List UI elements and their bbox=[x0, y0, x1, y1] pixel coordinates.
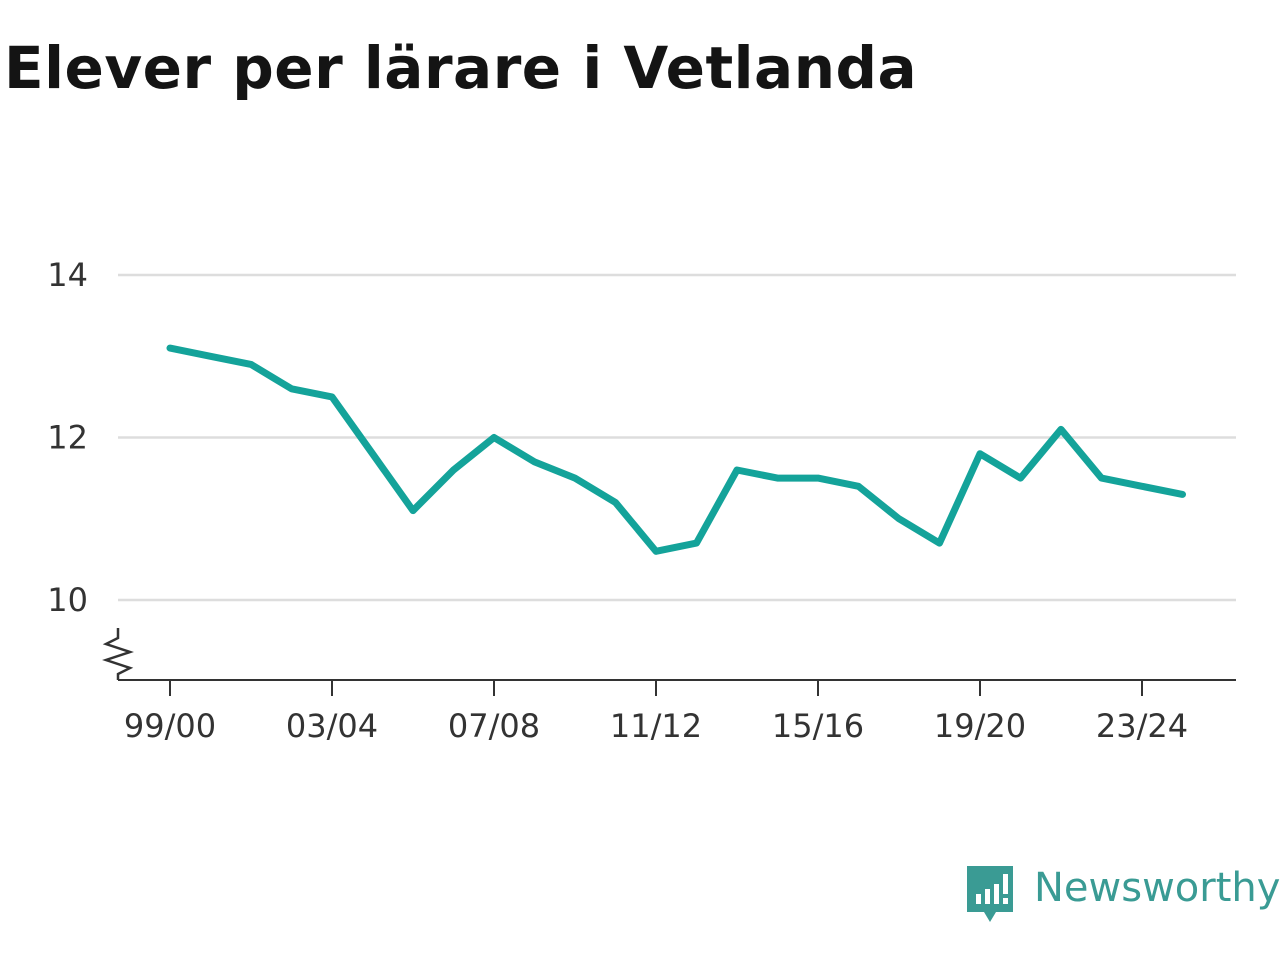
x-axis-ticks: 99/00 03/04 07/08 11/12 15/16 19/20 23/24 bbox=[124, 680, 1188, 745]
axes bbox=[102, 628, 1236, 681]
brand: Newsworthy bbox=[964, 864, 1280, 926]
y-axis-break-icon bbox=[102, 628, 134, 680]
newsworthy-logo-icon bbox=[967, 866, 1013, 922]
x-tick-label: 07/08 bbox=[448, 707, 540, 745]
x-tick-label: 11/12 bbox=[610, 707, 702, 745]
x-tick-label: 99/00 bbox=[124, 707, 216, 745]
brand-name: Newsworthy bbox=[1034, 865, 1280, 911]
x-tick-label: 19/20 bbox=[934, 707, 1026, 745]
series-line bbox=[166, 344, 1186, 555]
x-tick-label: 23/24 bbox=[1096, 707, 1188, 745]
y-axis-ticks: 10 12 14 bbox=[47, 256, 88, 619]
y-tick-label: 14 bbox=[47, 256, 88, 294]
y-tick-label: 12 bbox=[47, 419, 88, 457]
y-tick-label: 10 bbox=[47, 581, 88, 619]
x-tick-label: 15/16 bbox=[772, 707, 864, 745]
grid-lines bbox=[118, 273, 1236, 602]
x-tick-label: 03/04 bbox=[286, 707, 378, 745]
chart-title: Elever per lärare i Vetlanda bbox=[4, 34, 918, 102]
